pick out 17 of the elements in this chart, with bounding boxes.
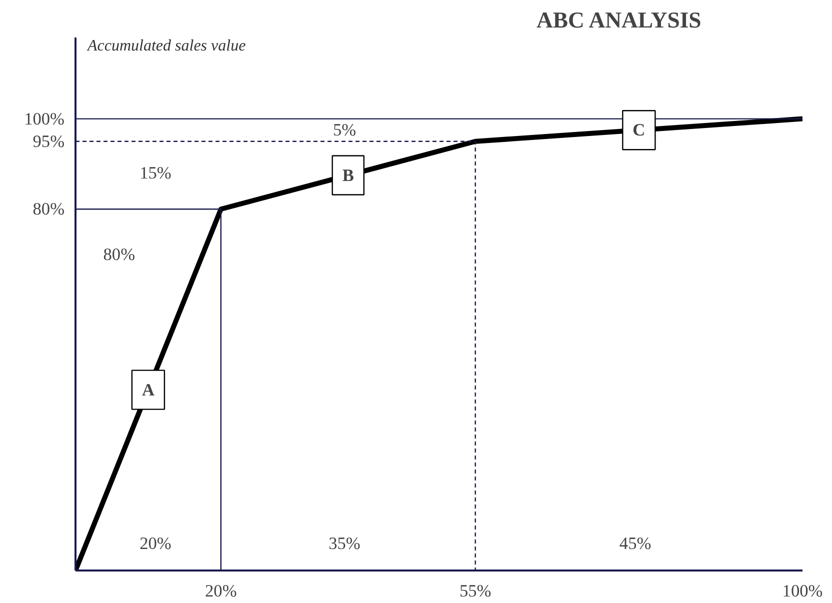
x-tick-label: 100% bbox=[782, 582, 823, 600]
annotation: 5% bbox=[332, 120, 356, 140]
annotation: A bbox=[142, 380, 155, 400]
x-tick-label: 55% bbox=[459, 582, 492, 600]
annotation: B bbox=[342, 166, 354, 185]
y-tick-label: 95% bbox=[32, 132, 65, 151]
annotation: 15% bbox=[140, 164, 172, 183]
annotation: 80% bbox=[103, 244, 136, 264]
annotation: C bbox=[632, 120, 646, 140]
chart-title: ABC ANALYSIS bbox=[536, 8, 702, 32]
x-tick-label: 20% bbox=[205, 582, 237, 600]
y-tick-label: 100% bbox=[24, 109, 65, 128]
annotation: 20% bbox=[140, 534, 172, 553]
annotation: 35% bbox=[328, 534, 360, 553]
y-tick-label: 80% bbox=[32, 200, 65, 219]
annotation: 45% bbox=[619, 534, 652, 553]
y-axis-title: Accumulated sales value bbox=[86, 38, 246, 54]
